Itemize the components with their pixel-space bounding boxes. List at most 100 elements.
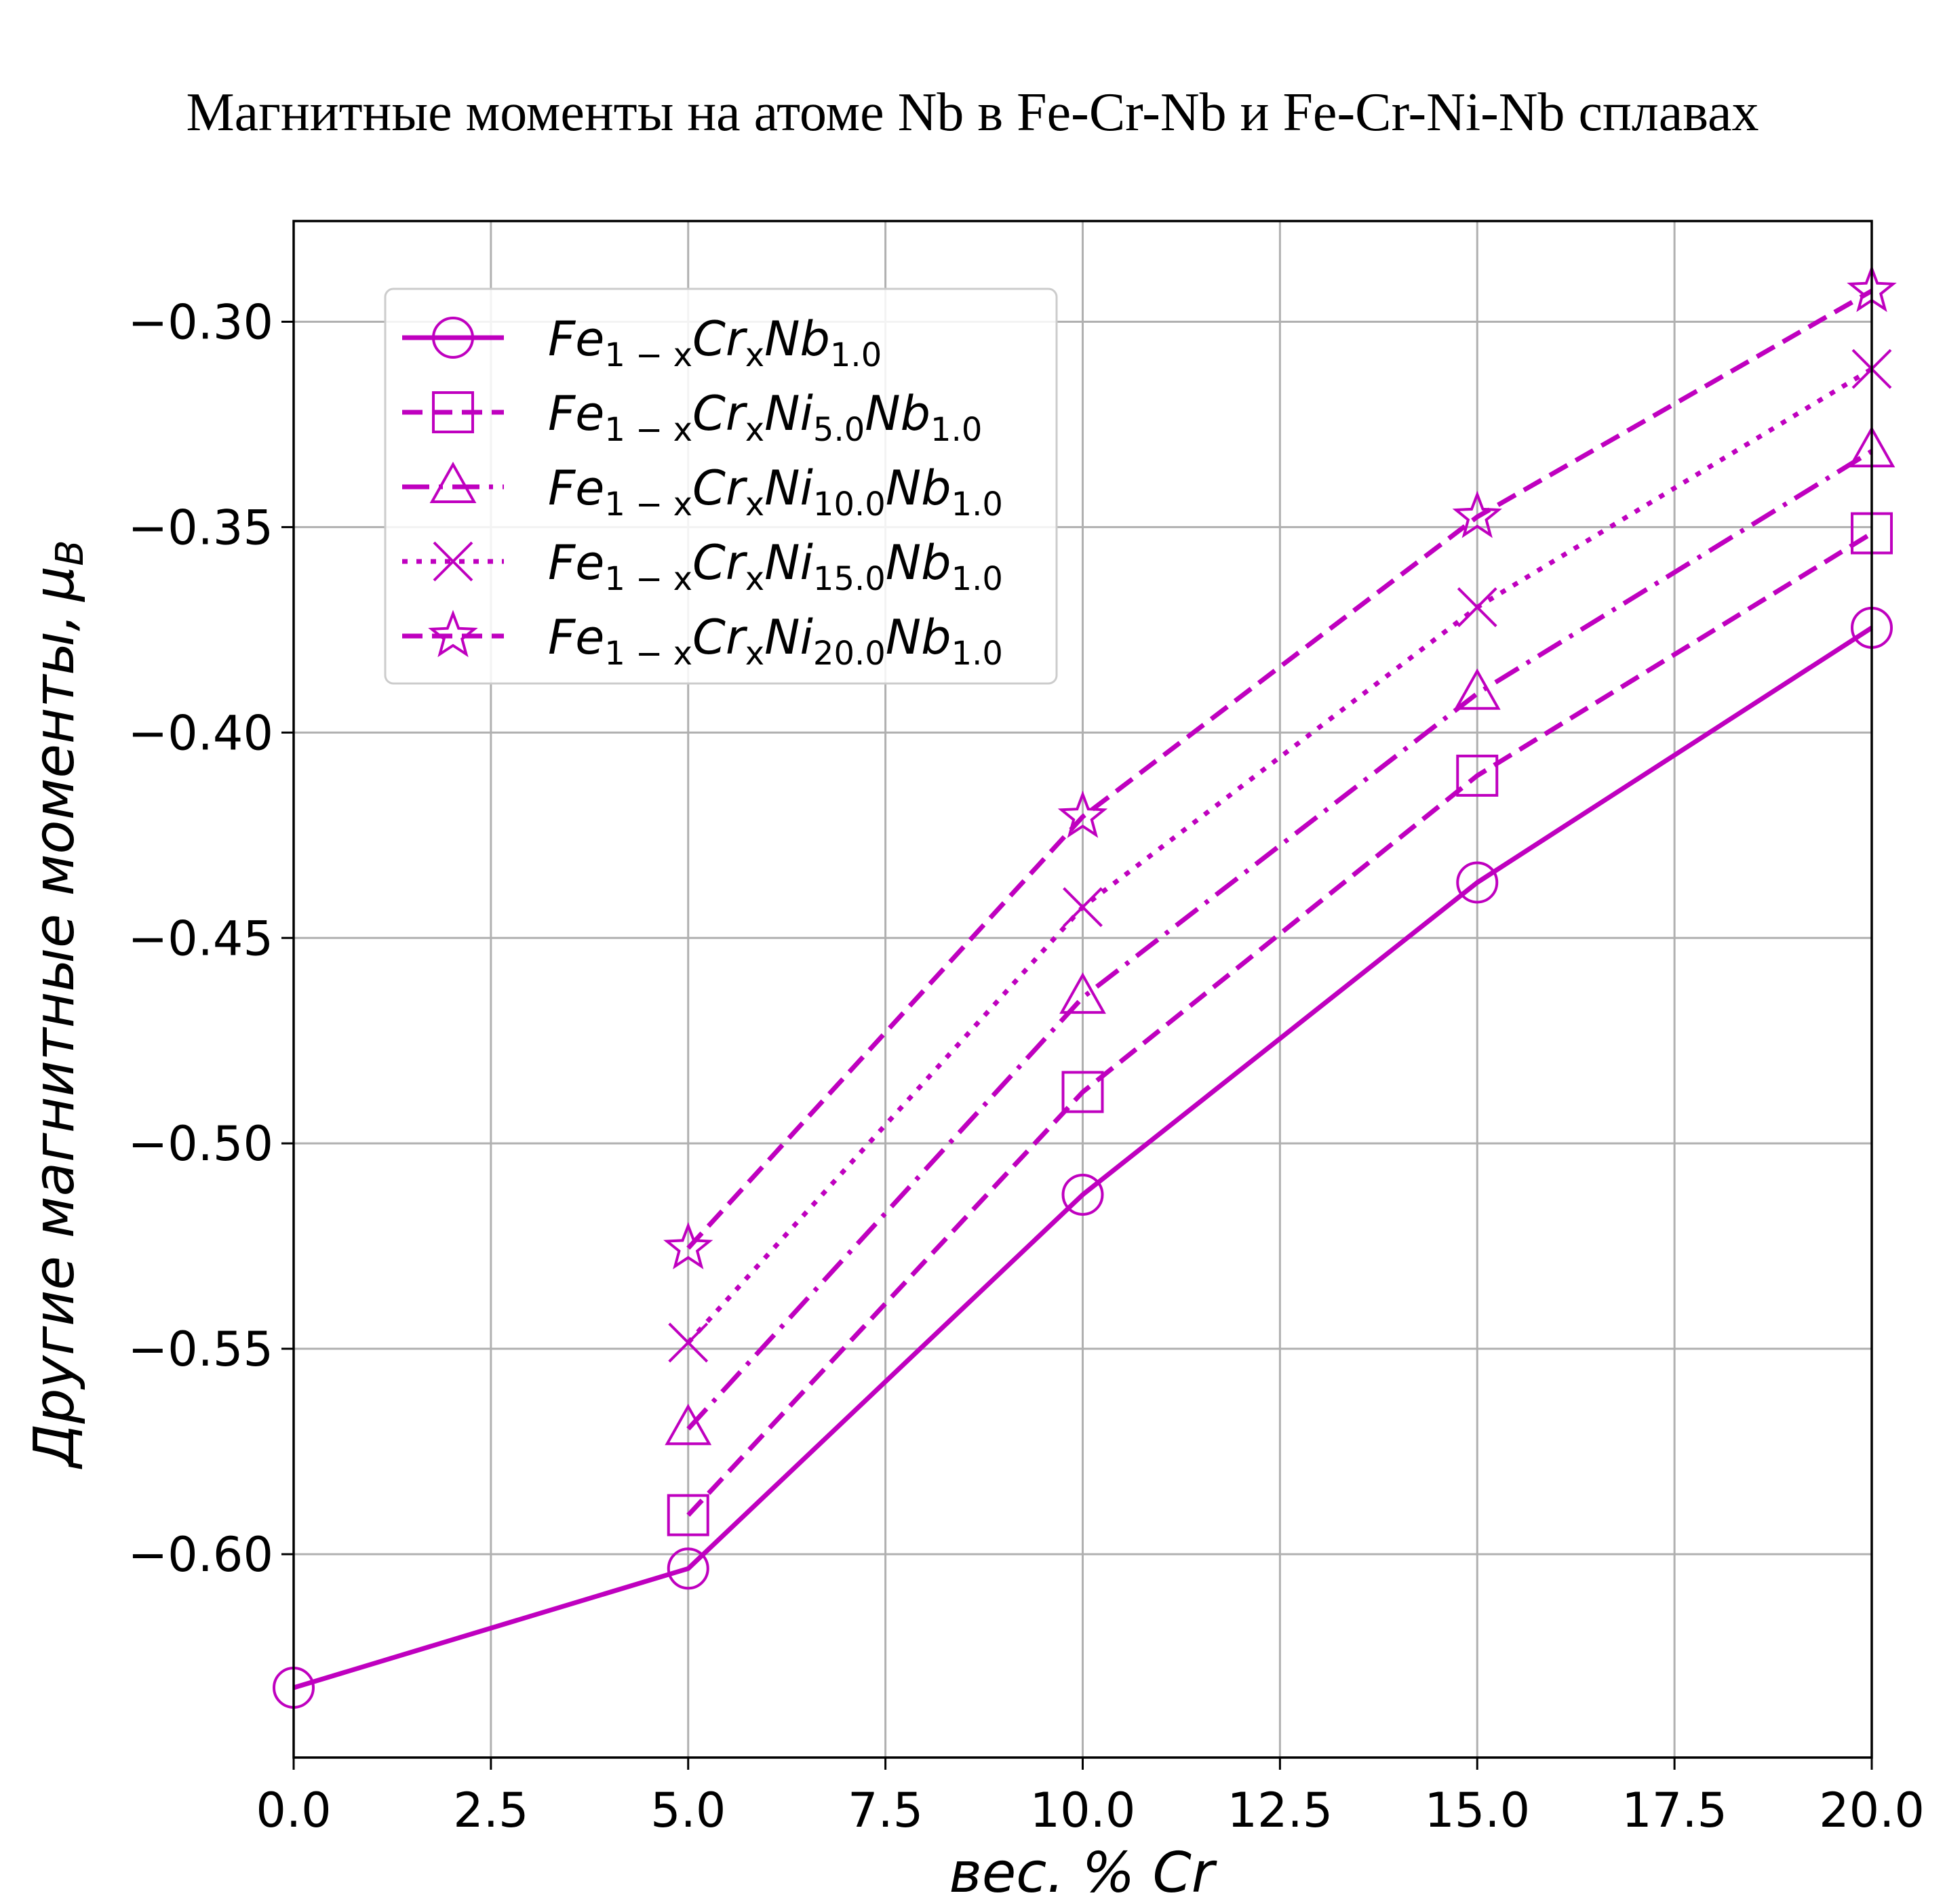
legend-label-subscript: 1.0 [930, 411, 982, 449]
tick-labels: 0.0 2.5 5.0 7.5 10.0 12.5 15.0 17.5 20.0 −0.60 −0.… [127, 294, 1924, 1838]
y-tick-label: −0.50 [127, 1116, 273, 1172]
legend-label-subscript: 1 − x [604, 560, 692, 598]
legend-label-subscript: x [745, 485, 764, 523]
legend-entry: Fe1 − xCrxNb1.0 [402, 311, 882, 374]
legend-label-text: Nb [886, 535, 951, 591]
legend-label-text: Ni [764, 386, 813, 441]
legend-label-subscript: 1 − x [604, 336, 692, 374]
data-point-circle [667, 1547, 709, 1590]
x-tick-label: 7.5 [848, 1783, 923, 1838]
data-point-x [668, 1322, 709, 1363]
legend-label-subscript: 1.0 [951, 485, 1003, 523]
data-point-triangle [665, 1404, 712, 1446]
legend-label-text: Nb [886, 610, 951, 665]
legend-label-text: Cr [692, 610, 748, 665]
legend-label-subscript: 5.0 [813, 411, 865, 449]
legend-label-subscript: 1.0 [830, 336, 882, 374]
legend-label-subscript: 1 − x [604, 635, 692, 673]
data-point-triangle [1059, 972, 1106, 1014]
legend-label-text: Ni [764, 460, 813, 516]
legend-label-text: Cr [692, 460, 748, 516]
data-point-star [1452, 490, 1502, 538]
legend-label-text: Ni [764, 535, 813, 591]
legend-label-text: Cr [692, 386, 748, 441]
y-axis-label-text: Другие магнитные моменты, [22, 614, 87, 1469]
grid [292, 221, 1873, 1758]
data-point-circle [1456, 861, 1499, 904]
legend-label-text: Cr [692, 535, 748, 591]
x-tick-label: 2.5 [453, 1783, 528, 1838]
x-tick-label: 17.5 [1622, 1783, 1727, 1838]
legend-label-text: Fe [548, 535, 604, 591]
legend-label-subscript: 20.0 [813, 635, 886, 673]
y-tick-label: −0.60 [127, 1527, 273, 1583]
data-point-star [663, 1222, 713, 1269]
data-point-x [1063, 887, 1103, 928]
legend-label-text: Nb [886, 460, 951, 516]
legend-label-subscript: 15.0 [813, 560, 886, 598]
data-point-triangle [1453, 668, 1501, 710]
legend-label-subscript: 10.0 [813, 485, 886, 523]
legend-label-text: Fe [548, 311, 604, 367]
y-tick-label: −0.40 [127, 705, 273, 761]
legend-label-text: Nb [865, 386, 930, 441]
y-axis-label-unit: μ [22, 566, 87, 603]
legend-label-subscript: 1 − x [604, 485, 692, 523]
y-tick-label: −0.35 [127, 500, 273, 555]
legend-label-text: Fe [548, 460, 604, 516]
y-tick-label: −0.55 [127, 1322, 273, 1377]
legend-label: Fe1 − xCrxNi15.0Nb1.0 [548, 535, 1003, 598]
axes-frame [281, 220, 1873, 1770]
series-line [686, 531, 1873, 1517]
legend-label-subscript: 1.0 [951, 560, 1003, 598]
series-line [686, 367, 1873, 1345]
series-4 [668, 349, 1892, 1363]
chart-title: Магнитные моменты на атоме Nb в Fe-Cr-Nb… [186, 83, 1759, 142]
legend-entry: Fe1 − xCrxNi5.0Nb1.0 [402, 386, 982, 449]
legend-label-subscript: 1 − x [604, 411, 692, 449]
data-point-circle [432, 317, 474, 359]
legend-entry: Fe1 − xCrxNi10.0Nb1.0 [402, 460, 1003, 523]
legend-entry: Fe1 − xCrxNi15.0Nb1.0 [402, 535, 1003, 598]
y-axis-label-unit-sub: B [48, 540, 92, 566]
data-point-x [433, 541, 473, 582]
data-point-star [1057, 790, 1108, 838]
legend-label-subscript: x [745, 336, 764, 374]
legend-label-text: Fe [548, 386, 604, 441]
data-point-square [1456, 754, 1499, 797]
y-axis-label: Другие магнитные моменты, μB [22, 540, 92, 1469]
legend-label: Fe1 − xCrxNb1.0 [548, 311, 882, 374]
data-point-star [428, 610, 478, 658]
legend-label-subscript: x [745, 411, 764, 449]
legend-label-subscript: x [745, 560, 764, 598]
data-point-x [1457, 587, 1497, 627]
series-line [686, 449, 1873, 1431]
y-tick-label: −0.30 [127, 294, 273, 350]
x-axis-label: вес. % Cr [949, 1841, 1217, 1904]
data-point-square [667, 1494, 709, 1536]
legend-label-text: Nb [764, 311, 830, 367]
legend-label-subscript: 1.0 [951, 635, 1003, 673]
x-tick-label: 10.0 [1030, 1783, 1136, 1838]
data-point-square [432, 391, 474, 433]
series-layer [273, 264, 1897, 1709]
data-point-square [1061, 1071, 1104, 1113]
x-tick-label: 0.0 [256, 1783, 331, 1838]
legend-label: Fe1 − xCrxNi10.0Nb1.0 [548, 460, 1003, 523]
legend-label-text: Ni [764, 610, 813, 665]
legend-label: Fe1 − xCrxNi20.0Nb1.0 [548, 610, 1003, 673]
data-point-triangle [429, 461, 477, 503]
legend-entry: Fe1 − xCrxNi20.0Nb1.0 [402, 610, 1003, 673]
x-tick-label: 12.5 [1227, 1783, 1333, 1838]
x-tick-label: 5.0 [650, 1783, 726, 1838]
y-tick-label: −0.45 [127, 911, 273, 966]
legend-box [384, 287, 1058, 685]
x-tick-label: 20.0 [1819, 1783, 1925, 1838]
legend-label: Fe1 − xCrxNi5.0Nb1.0 [548, 386, 982, 449]
data-point-circle [1061, 1173, 1104, 1216]
x-tick-label: 15.0 [1424, 1783, 1530, 1838]
legend-label-subscript: x [745, 635, 764, 673]
legend-label-text: Cr [692, 311, 748, 367]
